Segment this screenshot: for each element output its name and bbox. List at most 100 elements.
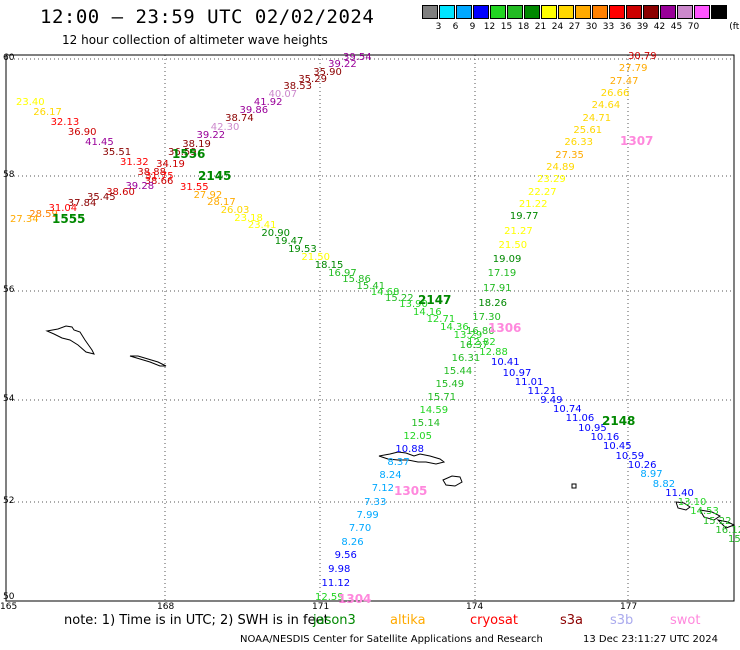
legend-s3a: s3a	[560, 613, 584, 628]
wave-height-label: 19.77	[509, 211, 539, 223]
color-scale-label: 39	[636, 22, 649, 32]
wave-height-label: 15.49	[435, 378, 465, 390]
color-swatch	[643, 5, 659, 19]
color-swatch	[592, 5, 608, 19]
wave-height-label: 11.06	[565, 413, 595, 425]
color-swatch	[575, 5, 591, 19]
island-islet-1	[571, 483, 577, 489]
wave-height-label: 12.59	[315, 592, 344, 603]
lat-label: 56	[3, 285, 15, 295]
pass-number-label: 1555	[52, 212, 86, 226]
wave-height-label: 10.59	[615, 450, 645, 462]
lon-label: 168	[157, 602, 175, 612]
wave-height-label: 37.84	[67, 197, 97, 209]
wave-height-label: 26.03	[220, 204, 250, 216]
wave-height-label: 35.45	[86, 192, 116, 203]
wave-height-label: 21.22	[518, 198, 548, 210]
wave-height-label: 10.41	[490, 357, 520, 369]
wave-height-label: 8.82	[652, 478, 676, 490]
wave-height-label: 16.12	[715, 524, 740, 536]
pass-number-label: 1305	[394, 484, 428, 498]
wave-height-label: 23.41	[247, 220, 277, 232]
wave-height-label: 12.71	[426, 314, 456, 326]
lat-label: 54	[3, 394, 15, 404]
wave-height-label: 38.66	[144, 175, 174, 187]
wave-height-label: 39.28	[125, 181, 155, 193]
wave-height-label: 7.70	[348, 523, 372, 535]
wave-height-label: 16.80	[465, 325, 495, 337]
wave-height-label: 14.36	[440, 321, 469, 333]
wave-height-label: 21.50	[301, 251, 331, 263]
wave-height-label: 10.74	[553, 404, 582, 416]
page-subtitle: 12 hour collection of altimeter wave hei…	[62, 33, 328, 47]
wave-height-label: 10.88	[395, 444, 424, 456]
color-swatch	[524, 5, 540, 19]
wave-height-label: 11.12	[321, 578, 351, 590]
wave-height-label: 14.53	[690, 506, 719, 518]
wave-height-label: 22.27	[527, 186, 557, 198]
island-st-matthew	[45, 325, 95, 355]
wave-height-label: 23.29	[537, 174, 566, 186]
wave-height-label: 28.59	[29, 208, 58, 220]
wave-height-label: 9.56	[334, 550, 357, 562]
wave-height-label: 39.54	[343, 52, 372, 63]
pass-number-label: 1306	[488, 321, 522, 335]
wave-height-label: 28.17	[207, 197, 236, 209]
wave-height-label: 8.37	[387, 457, 410, 469]
wave-height-label: 31.04	[48, 203, 78, 214]
wave-height-label: 15.2	[728, 534, 740, 545]
color-swatch	[694, 5, 710, 19]
color-swatch	[541, 5, 557, 19]
legend-jason3: jason3	[313, 613, 356, 628]
pass-number-label: 2145	[198, 169, 232, 183]
wave-height-label: 24.71	[582, 112, 612, 124]
wave-height-label: 16.97	[328, 267, 357, 279]
lat-label: 50	[3, 592, 15, 602]
wave-height-label: 35.90	[313, 66, 342, 78]
wave-height-label: 27.34	[10, 214, 39, 225]
color-swatch	[473, 5, 489, 19]
wave-height-label: 32.13	[50, 117, 80, 129]
wave-height-label: 41.92	[253, 96, 283, 108]
wave-height-label: 10.45	[603, 441, 632, 453]
color-scale-label: 21	[534, 22, 547, 32]
island-unalaska	[442, 475, 463, 487]
wave-height-label: 15.22	[384, 293, 414, 305]
wave-height-label: 17.19	[487, 268, 517, 280]
color-scale-label: 45	[670, 22, 683, 32]
color-scale-label: 18	[517, 22, 530, 32]
wave-height-label: 12.05	[403, 430, 433, 442]
island-pinnacle	[129, 355, 167, 367]
wave-height-label: 31.75	[145, 171, 174, 182]
wave-height-label: 38.74	[225, 113, 254, 125]
wave-height-label: 12.88	[479, 347, 508, 359]
wave-height-label: 34.19	[156, 158, 185, 170]
wave-height-label: 27.35	[555, 149, 584, 161]
color-swatch	[711, 5, 727, 19]
lon-label: 177	[620, 602, 638, 612]
wave-height-label: 26.17	[33, 107, 62, 119]
wave-height-label: 31.55	[180, 182, 209, 193]
legend-cryosat: cryosat	[470, 613, 518, 628]
color-scale-label: 30	[585, 22, 598, 32]
color-scale-label: 27	[568, 22, 581, 32]
pass-number-label: 2148	[602, 414, 636, 428]
wave-height-label: 16.37	[459, 339, 489, 351]
grid-lines	[6, 55, 734, 601]
lon-label: 165	[0, 602, 18, 612]
wave-height-label: 7.99	[356, 510, 379, 522]
wave-height-label: 14.59	[419, 404, 449, 416]
island-pribilof-c	[716, 519, 736, 529]
color-swatch	[677, 5, 693, 19]
footer-note: note: 1) Time is in UTC; 2) SWH is in fe…	[64, 613, 329, 628]
page-title: 12:00 – 23:59 UTC 02/02/2024	[40, 6, 375, 28]
wave-height-label: 26.33	[564, 137, 593, 149]
wave-height-label: 39.22	[328, 59, 357, 71]
color-scale-label: 15	[500, 22, 513, 32]
wave-height-label: 19.09	[492, 254, 522, 266]
pass-number-label: 1307	[620, 134, 654, 148]
pass-number-label: 1304	[338, 592, 372, 606]
color-swatch	[456, 5, 472, 19]
